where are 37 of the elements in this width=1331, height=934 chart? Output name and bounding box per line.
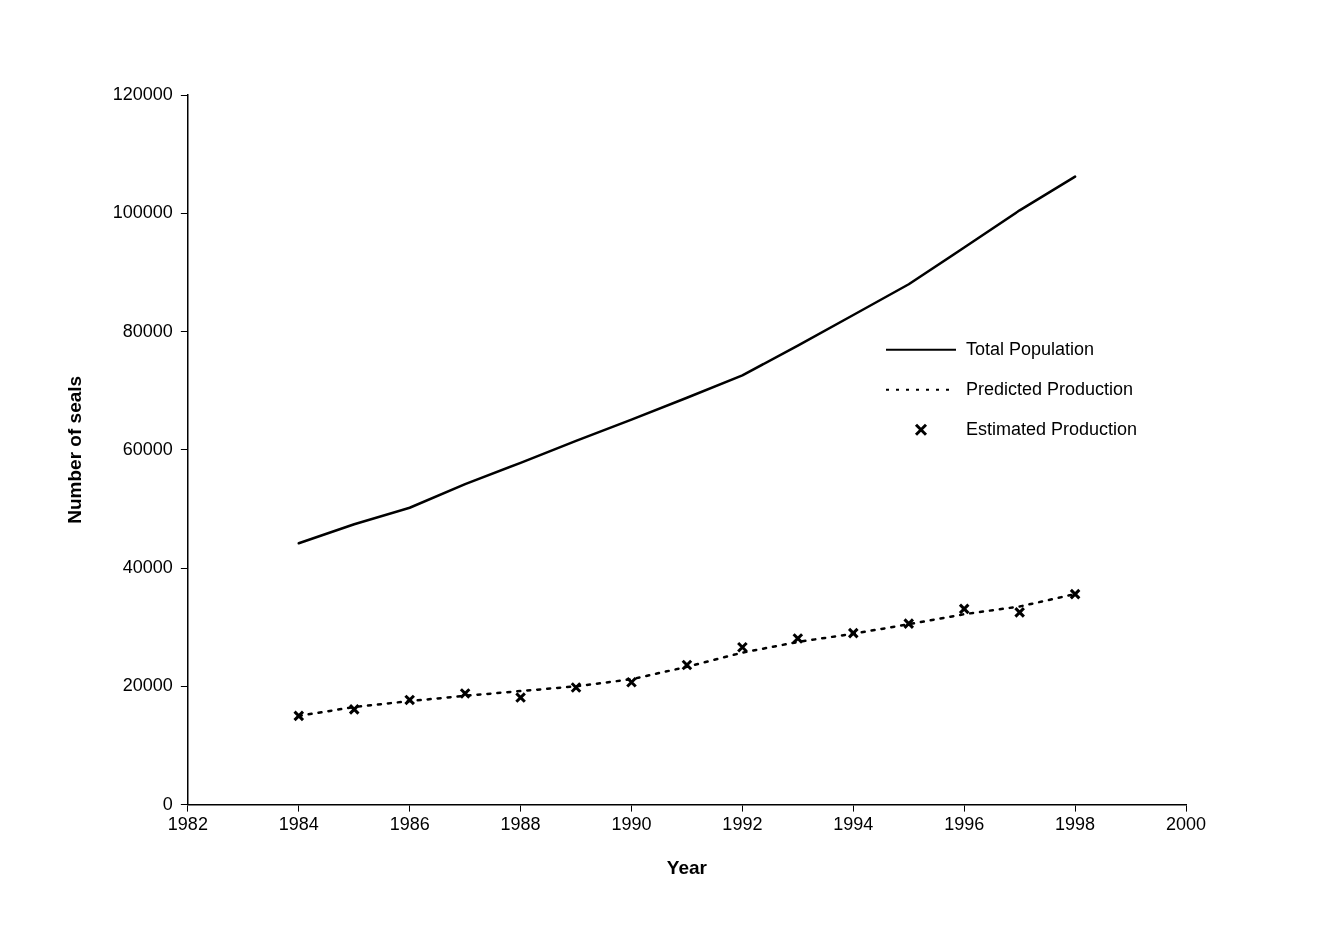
point [625,676,638,688]
y-tick-label: 20000 [122,675,173,696]
x-tick-label: 1992 [722,814,763,835]
point [1069,588,1081,600]
x-axis-title: Year [666,856,708,878]
x-tick-label: 1994 [833,814,874,835]
point [792,632,804,645]
point [459,687,471,700]
x-tick-label: 1996 [944,814,985,835]
point [903,617,915,630]
point [847,627,860,639]
point [293,710,305,722]
x-tick-label: 1998 [1055,814,1096,835]
point [514,691,527,704]
point [1013,606,1026,619]
x-tick-label: 1990 [611,814,652,835]
point [958,603,970,615]
y-tick-label: 60000 [122,438,173,459]
point [348,703,360,716]
x-tick-label: 1984 [278,814,319,835]
y-tick-label: 80000 [122,320,173,341]
legend-label: Estimated Production [966,418,1138,439]
legend-label: Predicted Production [966,378,1134,399]
x-tick-label: 2000 [1165,814,1207,835]
y-tick-label: 100000 [112,202,173,223]
point [681,659,693,671]
y-axis-title: Number of seals [63,375,85,524]
legend-label: Total Population [966,338,1095,359]
point [570,681,582,694]
y-tick-label: 40000 [122,557,173,578]
point [736,641,749,654]
x-tick-label: 1982 [167,814,208,835]
x-tick-label: 1986 [389,814,430,835]
x-tick-label: 1988 [500,814,541,835]
point [403,694,416,706]
y-tick-label: 0 [162,793,173,814]
y-tick-label: 120000 [112,83,173,104]
